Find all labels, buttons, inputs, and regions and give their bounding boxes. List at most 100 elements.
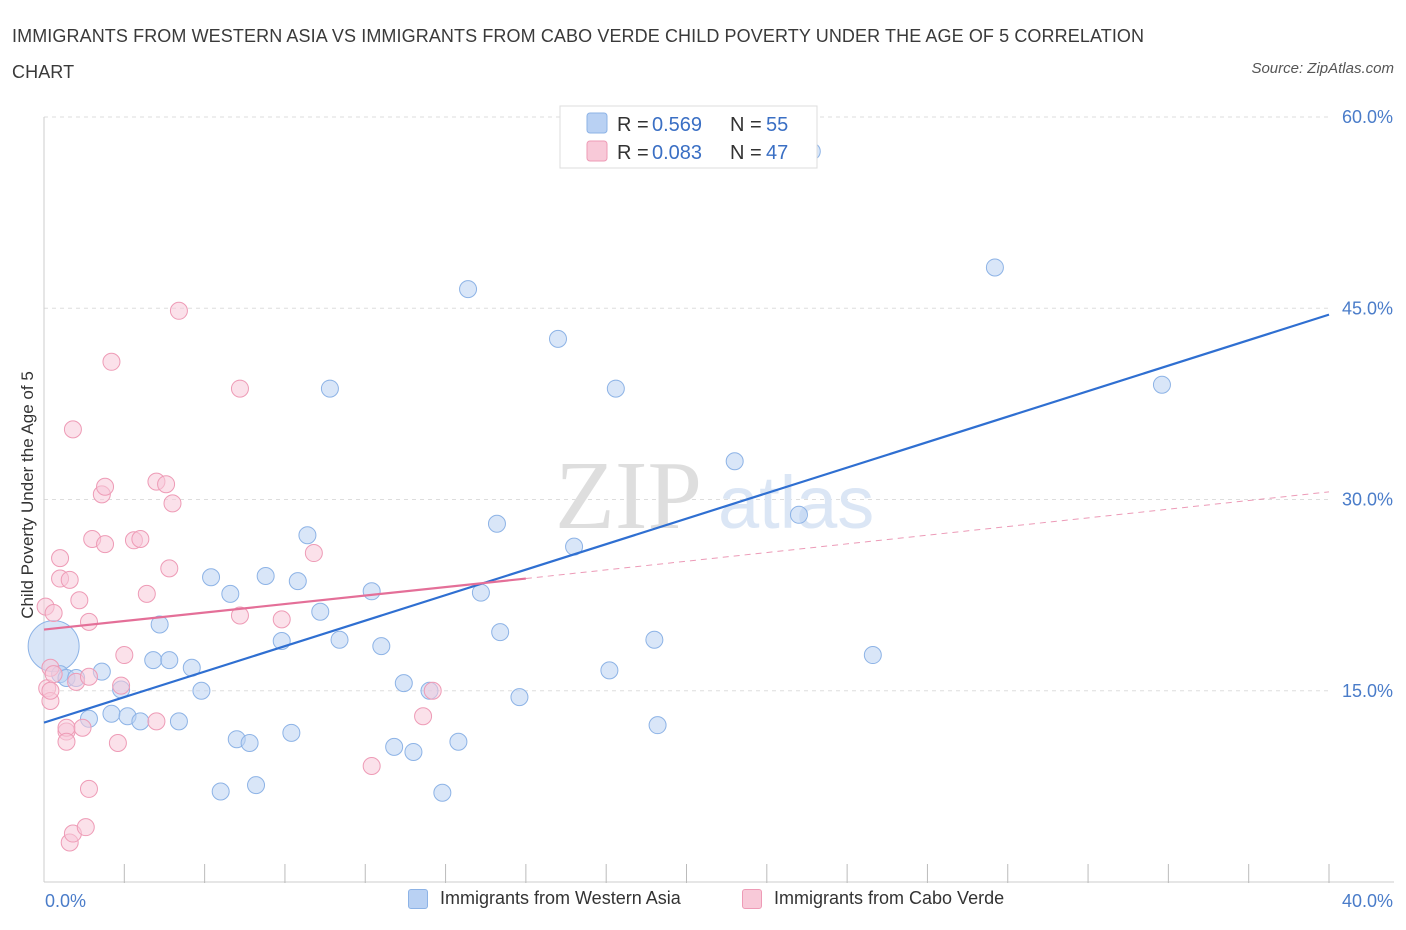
x-tick-label: 40.0%	[1342, 891, 1393, 911]
y-tick-label: 60.0%	[1342, 107, 1393, 127]
point-western-asia	[487, 514, 506, 533]
point-western-asia	[311, 602, 330, 621]
point-western-asia	[645, 630, 664, 649]
legend-swatch-blue	[586, 112, 608, 134]
point-western-asia	[385, 737, 404, 756]
points-layer	[27, 142, 1171, 852]
point-western-asia	[282, 723, 301, 742]
point-western-asia	[491, 623, 510, 642]
point-cabo-verde	[108, 734, 127, 753]
point-cabo-verde	[79, 779, 98, 798]
point-western-asia	[372, 637, 391, 656]
point-cabo-verde	[147, 712, 166, 731]
point-cabo-verde	[230, 606, 249, 625]
point-western-asia	[221, 584, 240, 603]
point-western-asia	[144, 651, 163, 670]
point-western-asia	[600, 661, 619, 680]
chart-title: IMMIGRANTS FROM WESTERN ASIA VS IMMIGRAN…	[12, 26, 1145, 82]
y-tick-label: 15.0%	[1342, 681, 1393, 701]
point-cabo-verde	[137, 584, 156, 603]
point-cabo-verde	[163, 494, 182, 513]
correlation-legend: R = 0.569 N = 55 R = 0.083 N = 47	[559, 105, 818, 169]
watermark: ZIP atlas	[555, 442, 874, 550]
point-cabo-verde	[60, 570, 79, 589]
point-western-asia	[131, 712, 150, 731]
point-cabo-verde	[79, 667, 98, 686]
point-western-asia	[362, 582, 381, 601]
axis-labels: 15.0% 30.0% 45.0% 60.0% 0.0% 40.0%	[45, 107, 1393, 911]
point-cabo-verde	[79, 612, 98, 631]
y-tick-label: 45.0%	[1342, 298, 1393, 318]
point-cabo-verde	[57, 732, 76, 751]
point-western-asia	[320, 379, 339, 398]
point-western-asia	[192, 681, 211, 700]
point-western-asia	[394, 674, 413, 693]
legend-swatch-blue	[408, 888, 428, 909]
point-western-asia	[288, 572, 307, 591]
point-western-asia	[459, 280, 478, 299]
point-cabo-verde	[169, 301, 188, 320]
point-western-asia	[449, 732, 468, 751]
point-western-asia	[160, 651, 179, 670]
point-cabo-verde	[96, 535, 115, 554]
point-western-asia	[202, 568, 221, 587]
point-western-asia	[298, 526, 317, 545]
point-western-asia	[789, 505, 808, 524]
point-cabo-verde	[160, 559, 179, 578]
trend-layer	[43, 313, 1330, 724]
legend-r-label: R =	[617, 114, 649, 136]
point-western-asia	[247, 776, 266, 795]
point-western-asia	[648, 716, 667, 735]
point-western-asia	[256, 567, 275, 585]
point-western-asia	[169, 712, 188, 731]
point-western-asia	[725, 452, 744, 471]
point-western-asia	[211, 782, 230, 801]
point-cabo-verde	[44, 665, 63, 684]
point-western-asia	[1152, 375, 1171, 394]
legend-label: Immigrants from Cabo Verde	[774, 888, 1005, 908]
point-cabo-verde	[70, 591, 89, 610]
legend-label: Immigrants from Western Asia	[440, 888, 681, 908]
point-western-asia	[150, 615, 169, 634]
chart-source: Source: ZipAtlas.com	[1251, 60, 1394, 77]
legend-n-label: N =	[730, 142, 762, 164]
watermark-zip: ZIP	[555, 442, 702, 550]
point-cabo-verde	[96, 477, 115, 496]
point-cabo-verde	[44, 603, 63, 622]
point-western-asia	[549, 329, 567, 348]
point-cabo-verde	[423, 681, 442, 700]
watermark-atlas: atlas	[718, 461, 874, 544]
point-cabo-verde	[102, 352, 121, 371]
trend-line-cabo-verde	[43, 577, 526, 631]
point-western-asia	[330, 630, 349, 649]
point-western-asia	[606, 379, 625, 398]
point-cabo-verde	[362, 756, 381, 775]
point-cabo-verde	[63, 420, 82, 439]
legend-item-western-asia[interactable]: Immigrants from Western Asia	[408, 888, 681, 909]
x-tick-label: 0.0%	[45, 891, 86, 911]
point-western-asia	[863, 646, 882, 665]
point-cabo-verde	[304, 544, 323, 563]
trend-line-western-asia	[43, 313, 1330, 724]
point-cabo-verde	[414, 707, 433, 726]
legend-swatch-pink	[742, 888, 762, 909]
point-western-asia	[404, 742, 423, 761]
point-cabo-verde	[230, 379, 249, 398]
point-cabo-verde	[41, 681, 60, 700]
point-western-asia	[102, 704, 121, 723]
point-cabo-verde	[115, 646, 134, 665]
legend-r-value: 0.083	[652, 142, 702, 164]
point-cabo-verde	[73, 718, 92, 737]
point-cabo-verde	[131, 530, 150, 549]
legend-n-value: 47	[766, 142, 788, 164]
point-cabo-verde	[272, 610, 291, 629]
point-cabo-verde	[112, 676, 131, 695]
legend-r-label: R =	[617, 142, 649, 164]
point-western-asia	[433, 783, 452, 802]
legend-r-value: 0.569	[652, 114, 702, 136]
y-tick-label: 30.0%	[1342, 490, 1393, 510]
point-western-asia	[240, 734, 259, 753]
legend-item-cabo-verde[interactable]: Immigrants from Cabo Verde	[742, 888, 1004, 909]
legend-swatch-pink	[586, 140, 608, 162]
